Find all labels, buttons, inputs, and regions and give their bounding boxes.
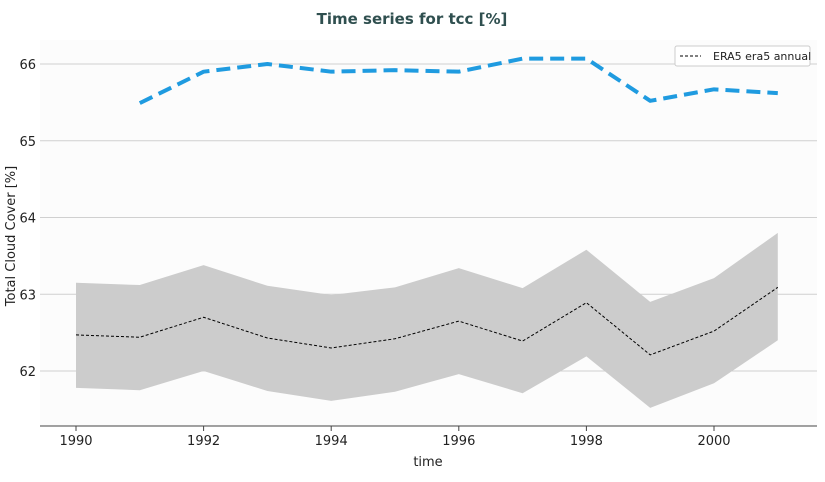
x-tick-label: 1994 [315,434,348,449]
x-tick-label: 2000 [697,434,730,449]
y-tick-label: 62 [19,365,36,380]
x-tick-label: 1990 [59,434,92,449]
series-line-blue [138,56,778,105]
legend-box [674,45,811,67]
chart-title: Time series for tcc [%] [317,10,508,28]
y-tick-label: 65 [19,135,36,150]
y-tick-label: 66 [19,58,36,73]
x-tick-label: 1992 [187,434,220,449]
y-tick-label: 63 [19,288,36,303]
x-tick-label: 1996 [442,434,475,449]
y-axis-label: Total Cloud Cover [%] [4,166,19,307]
x-tick-label: 1998 [570,434,603,449]
y-tick-label: 64 [19,212,36,227]
x-axis-label: time [413,455,442,470]
uncertainty-band [76,232,778,408]
legend: ERA5 era5 annual [674,45,811,67]
legend-label: ERA5 era5 annual [713,50,811,63]
